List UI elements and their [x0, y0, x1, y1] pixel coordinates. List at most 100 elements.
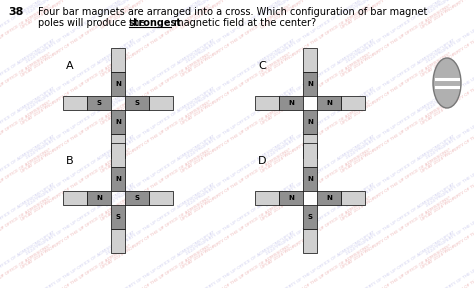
Text: 2024*PROPERTY OF THE UP OFFICE OF ADMISSIONS*UPCAT: 2024*PROPERTY OF THE UP OFFICE OF ADMISS…	[345, 230, 456, 288]
Text: UPCAT 2024*PROPERTY OF THE UP OFFICE OF ADMISSIONS*: UPCAT 2024*PROPERTY OF THE UP OFFICE OF …	[420, 196, 474, 270]
Text: UPCAT 2024*PROPERTY OF THE UP OFFICE OF ADMISSIONS*: UPCAT 2024*PROPERTY OF THE UP OFFICE OF …	[260, 148, 372, 222]
Text: 2024*PROPERTY OF THE UP OFFICE OF ADMISSIONS*UPCAT: 2024*PROPERTY OF THE UP OFFICE OF ADMISS…	[425, 38, 474, 112]
Text: UPCAT 2024*PROPERTY OF THE UP OFFICE OF ADMISSIONS*: UPCAT 2024*PROPERTY OF THE UP OFFICE OF …	[20, 4, 131, 78]
Text: UPCAT 2024*PROPERTY OF THE UP OFFICE OF ADMISSIONS*: UPCAT 2024*PROPERTY OF THE UP OFFICE OF …	[260, 100, 372, 174]
Text: UPCAT 2024*PROPERTY OF THE UP OFFICE OF ADMISSIONS*: UPCAT 2024*PROPERTY OF THE UP OFFICE OF …	[340, 4, 451, 78]
Bar	[303, 167, 317, 191]
Text: 2024*PROPERTY OF THE UP OFFICE OF ADMISSIONS*UPCAT: 2024*PROPERTY OF THE UP OFFICE OF ADMISS…	[105, 230, 217, 288]
Text: UPCAT 2024*PROPERTY OF THE UP OFFICE OF ADMISSIONS*: UPCAT 2024*PROPERTY OF THE UP OFFICE OF …	[0, 100, 51, 174]
Bar	[341, 191, 365, 205]
Text: UPCAT 2024*PROPERTY OF THE UP OFFICE OF ADMISSIONS*: UPCAT 2024*PROPERTY OF THE UP OFFICE OF …	[0, 196, 51, 270]
Text: UPCAT 2024*PROPERTY OF THE UP OFFICE OF ADMISSIONS*: UPCAT 2024*PROPERTY OF THE UP OFFICE OF …	[340, 100, 451, 174]
Text: 2024*PROPERTY OF THE UP OFFICE OF ADMISSIONS*UPCAT: 2024*PROPERTY OF THE UP OFFICE OF ADMISS…	[265, 86, 376, 160]
Text: UPCAT 2024*PROPERTY OF THE UP OFFICE OF ADMISSIONS*: UPCAT 2024*PROPERTY OF THE UP OFFICE OF …	[180, 0, 292, 30]
Text: UPCAT 2024*PROPERTY OF THE UP OFFICE OF ADMISSIONS*: UPCAT 2024*PROPERTY OF THE UP OFFICE OF …	[0, 0, 51, 30]
Text: N: N	[326, 195, 332, 201]
Text: 2024*PROPERTY OF THE UP OFFICE OF ADMISSIONS*UPCAT: 2024*PROPERTY OF THE UP OFFICE OF ADMISS…	[265, 182, 376, 256]
Bar	[255, 96, 279, 110]
Bar	[303, 229, 317, 253]
Text: 2024*PROPERTY OF THE UP OFFICE OF ADMISSIONS*UPCAT: 2024*PROPERTY OF THE UP OFFICE OF ADMISS…	[0, 134, 56, 208]
Text: 2024*PROPERTY OF THE UP OFFICE OF ADMISSIONS*UPCAT: 2024*PROPERTY OF THE UP OFFICE OF ADMISS…	[25, 0, 137, 16]
Text: 2024*PROPERTY OF THE UP OFFICE OF ADMISSIONS*UPCAT: 2024*PROPERTY OF THE UP OFFICE OF ADMISS…	[425, 230, 474, 288]
Bar	[279, 96, 303, 110]
Text: UPCAT 2024*PROPERTY OF THE UP OFFICE OF ADMISSIONS*: UPCAT 2024*PROPERTY OF THE UP OFFICE OF …	[180, 148, 292, 222]
Text: C: C	[258, 61, 266, 71]
Bar	[303, 110, 317, 134]
Text: 2024*PROPERTY OF THE UP OFFICE OF ADMISSIONS*UPCAT: 2024*PROPERTY OF THE UP OFFICE OF ADMISS…	[185, 0, 296, 16]
Bar	[125, 191, 149, 205]
Text: UPCAT 2024*PROPERTY OF THE UP OFFICE OF ADMISSIONS*: UPCAT 2024*PROPERTY OF THE UP OFFICE OF …	[420, 52, 474, 126]
Text: 2024*PROPERTY OF THE UP OFFICE OF ADMISSIONS*UPCAT: 2024*PROPERTY OF THE UP OFFICE OF ADMISS…	[185, 0, 296, 64]
Text: N: N	[288, 100, 294, 106]
Text: 2024*PROPERTY OF THE UP OFFICE OF ADMISSIONS*UPCAT: 2024*PROPERTY OF THE UP OFFICE OF ADMISS…	[25, 38, 137, 112]
Text: 2024*PROPERTY OF THE UP OFFICE OF ADMISSIONS*UPCAT: 2024*PROPERTY OF THE UP OFFICE OF ADMISS…	[345, 0, 456, 64]
Text: UPCAT 2024*PROPERTY OF THE UP OFFICE OF ADMISSIONS*: UPCAT 2024*PROPERTY OF THE UP OFFICE OF …	[340, 52, 451, 126]
Bar	[111, 48, 125, 72]
Text: strongest: strongest	[129, 18, 182, 28]
Text: magnetic field at the center?: magnetic field at the center?	[171, 18, 316, 28]
Text: 2024*PROPERTY OF THE UP OFFICE OF ADMISSIONS*UPCAT: 2024*PROPERTY OF THE UP OFFICE OF ADMISS…	[265, 230, 376, 288]
Text: UPCAT 2024*PROPERTY OF THE UP OFFICE OF ADMISSIONS*: UPCAT 2024*PROPERTY OF THE UP OFFICE OF …	[260, 52, 372, 126]
Text: UPCAT 2024*PROPERTY OF THE UP OFFICE OF ADMISSIONS*: UPCAT 2024*PROPERTY OF THE UP OFFICE OF …	[20, 148, 131, 222]
Text: 2024*PROPERTY OF THE UP OFFICE OF ADMISSIONS*UPCAT: 2024*PROPERTY OF THE UP OFFICE OF ADMISS…	[185, 38, 296, 112]
Text: UPCAT 2024*PROPERTY OF THE UP OFFICE OF ADMISSIONS*: UPCAT 2024*PROPERTY OF THE UP OFFICE OF …	[100, 52, 211, 126]
Text: 2024*PROPERTY OF THE UP OFFICE OF ADMISSIONS*UPCAT: 2024*PROPERTY OF THE UP OFFICE OF ADMISS…	[345, 134, 456, 208]
Text: UPCAT 2024*PROPERTY OF THE UP OFFICE OF ADMISSIONS*: UPCAT 2024*PROPERTY OF THE UP OFFICE OF …	[100, 4, 211, 78]
Text: 2024*PROPERTY OF THE UP OFFICE OF ADMISSIONS*UPCAT: 2024*PROPERTY OF THE UP OFFICE OF ADMISS…	[105, 86, 217, 160]
Ellipse shape	[433, 58, 461, 108]
Text: 2024*PROPERTY OF THE UP OFFICE OF ADMISSIONS*UPCAT: 2024*PROPERTY OF THE UP OFFICE OF ADMISS…	[0, 86, 56, 160]
Text: 2024*PROPERTY OF THE UP OFFICE OF ADMISSIONS*UPCAT: 2024*PROPERTY OF THE UP OFFICE OF ADMISS…	[25, 86, 137, 160]
Text: 2024*PROPERTY OF THE UP OFFICE OF ADMISSIONS*UPCAT: 2024*PROPERTY OF THE UP OFFICE OF ADMISS…	[265, 0, 376, 64]
Text: N: N	[115, 176, 121, 182]
Text: UPCAT 2024*PROPERTY OF THE UP OFFICE OF ADMISSIONS*: UPCAT 2024*PROPERTY OF THE UP OFFICE OF …	[420, 100, 474, 174]
Text: UPCAT 2024*PROPERTY OF THE UP OFFICE OF ADMISSIONS*: UPCAT 2024*PROPERTY OF THE UP OFFICE OF …	[100, 100, 211, 174]
Text: N: N	[288, 195, 294, 201]
Bar	[255, 191, 279, 205]
Text: 2024*PROPERTY OF THE UP OFFICE OF ADMISSIONS*UPCAT: 2024*PROPERTY OF THE UP OFFICE OF ADMISS…	[105, 38, 217, 112]
Text: UPCAT 2024*PROPERTY OF THE UP OFFICE OF ADMISSIONS*: UPCAT 2024*PROPERTY OF THE UP OFFICE OF …	[340, 244, 451, 288]
Text: 2024*PROPERTY OF THE UP OFFICE OF ADMISSIONS*UPCAT: 2024*PROPERTY OF THE UP OFFICE OF ADMISS…	[185, 134, 296, 208]
Text: S: S	[308, 214, 312, 220]
Bar	[111, 229, 125, 253]
Text: D: D	[258, 156, 266, 166]
Bar	[279, 191, 303, 205]
Text: 2024*PROPERTY OF THE UP OFFICE OF ADMISSIONS*UPCAT: 2024*PROPERTY OF THE UP OFFICE OF ADMISS…	[0, 230, 56, 288]
Text: UPCAT 2024*PROPERTY OF THE UP OFFICE OF ADMISSIONS*: UPCAT 2024*PROPERTY OF THE UP OFFICE OF …	[20, 196, 131, 270]
Text: 2024*PROPERTY OF THE UP OFFICE OF ADMISSIONS*UPCAT: 2024*PROPERTY OF THE UP OFFICE OF ADMISS…	[25, 182, 137, 256]
Text: N: N	[307, 81, 313, 87]
Bar	[303, 48, 317, 72]
Bar	[63, 191, 87, 205]
Text: 2024*PROPERTY OF THE UP OFFICE OF ADMISSIONS*UPCAT: 2024*PROPERTY OF THE UP OFFICE OF ADMISS…	[425, 0, 474, 64]
Bar	[111, 72, 125, 96]
Bar	[63, 96, 87, 110]
Text: 2024*PROPERTY OF THE UP OFFICE OF ADMISSIONS*UPCAT: 2024*PROPERTY OF THE UP OFFICE OF ADMISS…	[265, 38, 376, 112]
Text: UPCAT 2024*PROPERTY OF THE UP OFFICE OF ADMISSIONS*: UPCAT 2024*PROPERTY OF THE UP OFFICE OF …	[100, 0, 211, 30]
Bar	[149, 191, 173, 205]
Text: UPCAT 2024*PROPERTY OF THE UP OFFICE OF ADMISSIONS*: UPCAT 2024*PROPERTY OF THE UP OFFICE OF …	[180, 4, 292, 78]
Text: 38: 38	[8, 7, 23, 17]
Text: UPCAT 2024*PROPERTY OF THE UP OFFICE OF ADMISSIONS*: UPCAT 2024*PROPERTY OF THE UP OFFICE OF …	[340, 196, 451, 270]
Text: 2024*PROPERTY OF THE UP OFFICE OF ADMISSIONS*UPCAT: 2024*PROPERTY OF THE UP OFFICE OF ADMISS…	[105, 0, 217, 16]
Text: UPCAT 2024*PROPERTY OF THE UP OFFICE OF ADMISSIONS*: UPCAT 2024*PROPERTY OF THE UP OFFICE OF …	[20, 100, 131, 174]
Text: 2024*PROPERTY OF THE UP OFFICE OF ADMISSIONS*UPCAT: 2024*PROPERTY OF THE UP OFFICE OF ADMISS…	[185, 86, 296, 160]
Text: 2024*PROPERTY OF THE UP OFFICE OF ADMISSIONS*UPCAT: 2024*PROPERTY OF THE UP OFFICE OF ADMISS…	[25, 134, 137, 208]
Text: S: S	[97, 100, 101, 106]
Bar	[303, 134, 317, 158]
Text: UPCAT 2024*PROPERTY OF THE UP OFFICE OF ADMISSIONS*: UPCAT 2024*PROPERTY OF THE UP OFFICE OF …	[180, 100, 292, 174]
Text: N: N	[307, 119, 313, 125]
Bar	[303, 72, 317, 96]
Text: N: N	[307, 176, 313, 182]
Text: 2024*PROPERTY OF THE UP OFFICE OF ADMISSIONS*UPCAT: 2024*PROPERTY OF THE UP OFFICE OF ADMISS…	[0, 0, 56, 64]
Text: UPCAT 2024*PROPERTY OF THE UP OFFICE OF ADMISSIONS*: UPCAT 2024*PROPERTY OF THE UP OFFICE OF …	[0, 4, 51, 78]
Text: UPCAT 2024*PROPERTY OF THE UP OFFICE OF ADMISSIONS*: UPCAT 2024*PROPERTY OF THE UP OFFICE OF …	[420, 4, 474, 78]
Bar	[111, 205, 125, 229]
Text: UPCAT 2024*PROPERTY OF THE UP OFFICE OF ADMISSIONS*: UPCAT 2024*PROPERTY OF THE UP OFFICE OF …	[420, 244, 474, 288]
Text: UPCAT 2024*PROPERTY OF THE UP OFFICE OF ADMISSIONS*: UPCAT 2024*PROPERTY OF THE UP OFFICE OF …	[260, 0, 372, 30]
Text: UPCAT 2024*PROPERTY OF THE UP OFFICE OF ADMISSIONS*: UPCAT 2024*PROPERTY OF THE UP OFFICE OF …	[420, 0, 474, 30]
Text: 2024*PROPERTY OF THE UP OFFICE OF ADMISSIONS*UPCAT: 2024*PROPERTY OF THE UP OFFICE OF ADMISS…	[25, 230, 137, 288]
Bar	[111, 143, 125, 167]
Text: 2024*PROPERTY OF THE UP OFFICE OF ADMISSIONS*UPCAT: 2024*PROPERTY OF THE UP OFFICE OF ADMISS…	[265, 0, 376, 16]
Text: UPCAT 2024*PROPERTY OF THE UP OFFICE OF ADMISSIONS*: UPCAT 2024*PROPERTY OF THE UP OFFICE OF …	[180, 52, 292, 126]
Bar	[317, 191, 341, 205]
Text: UPCAT 2024*PROPERTY OF THE UP OFFICE OF ADMISSIONS*: UPCAT 2024*PROPERTY OF THE UP OFFICE OF …	[180, 196, 292, 270]
